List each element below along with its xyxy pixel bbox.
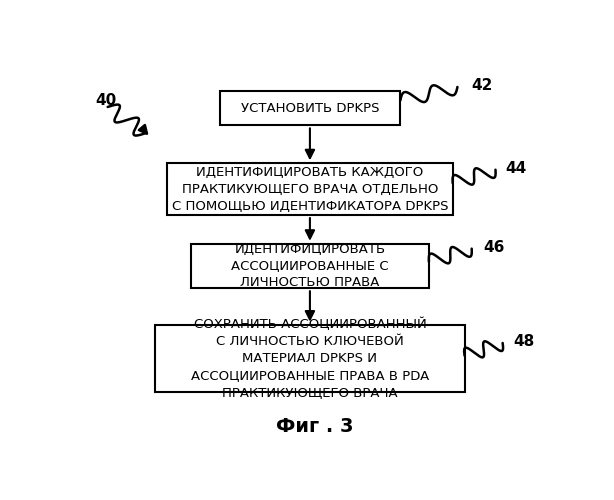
Bar (191, 244, 429, 288)
Text: 48: 48 (513, 334, 535, 349)
Bar (155, 324, 465, 392)
Text: УСТАНОВИТЬ DPKPS: УСТАНОВИТЬ DPKPS (241, 102, 379, 114)
Text: 44: 44 (505, 161, 526, 176)
Text: ИДЕНТИФИЦИРОВАТЬ КАЖДОГО
ПРАКТИКУЮЩЕГО ВРАЧА ОТДЕЛЬНО
С ПОМОЩЬЮ ИДЕНТИФИКАТОРА D: ИДЕНТИФИЦИРОВАТЬ КАЖДОГО ПРАКТИКУЮЩЕГО В… (172, 166, 448, 212)
Text: 40: 40 (95, 93, 116, 108)
Text: 42: 42 (472, 78, 493, 92)
Text: СОХРАНИТЬ АССОЦИИРОВАННЫЙ
С ЛИЧНОСТЬЮ КЛЮЧЕВОЙ
МАТЕРИАЛ DPKPS И
АССОЦИИРОВАННЫЕ : СОХРАНИТЬ АССОЦИИРОВАННЫЙ С ЛИЧНОСТЬЮ КЛ… (191, 318, 429, 399)
Text: Фиг . 3: Фиг . 3 (276, 417, 354, 436)
Bar (220, 91, 400, 126)
Text: ИДЕНТИФИЦИРОВАТЬ
АССОЦИИРОВАННЫЕ С
ЛИЧНОСТЬЮ ПРАВА: ИДЕНТИФИЦИРОВАТЬ АССОЦИИРОВАННЫЕ С ЛИЧНО… (231, 242, 389, 290)
Text: 46: 46 (484, 240, 505, 254)
Bar (167, 163, 453, 215)
